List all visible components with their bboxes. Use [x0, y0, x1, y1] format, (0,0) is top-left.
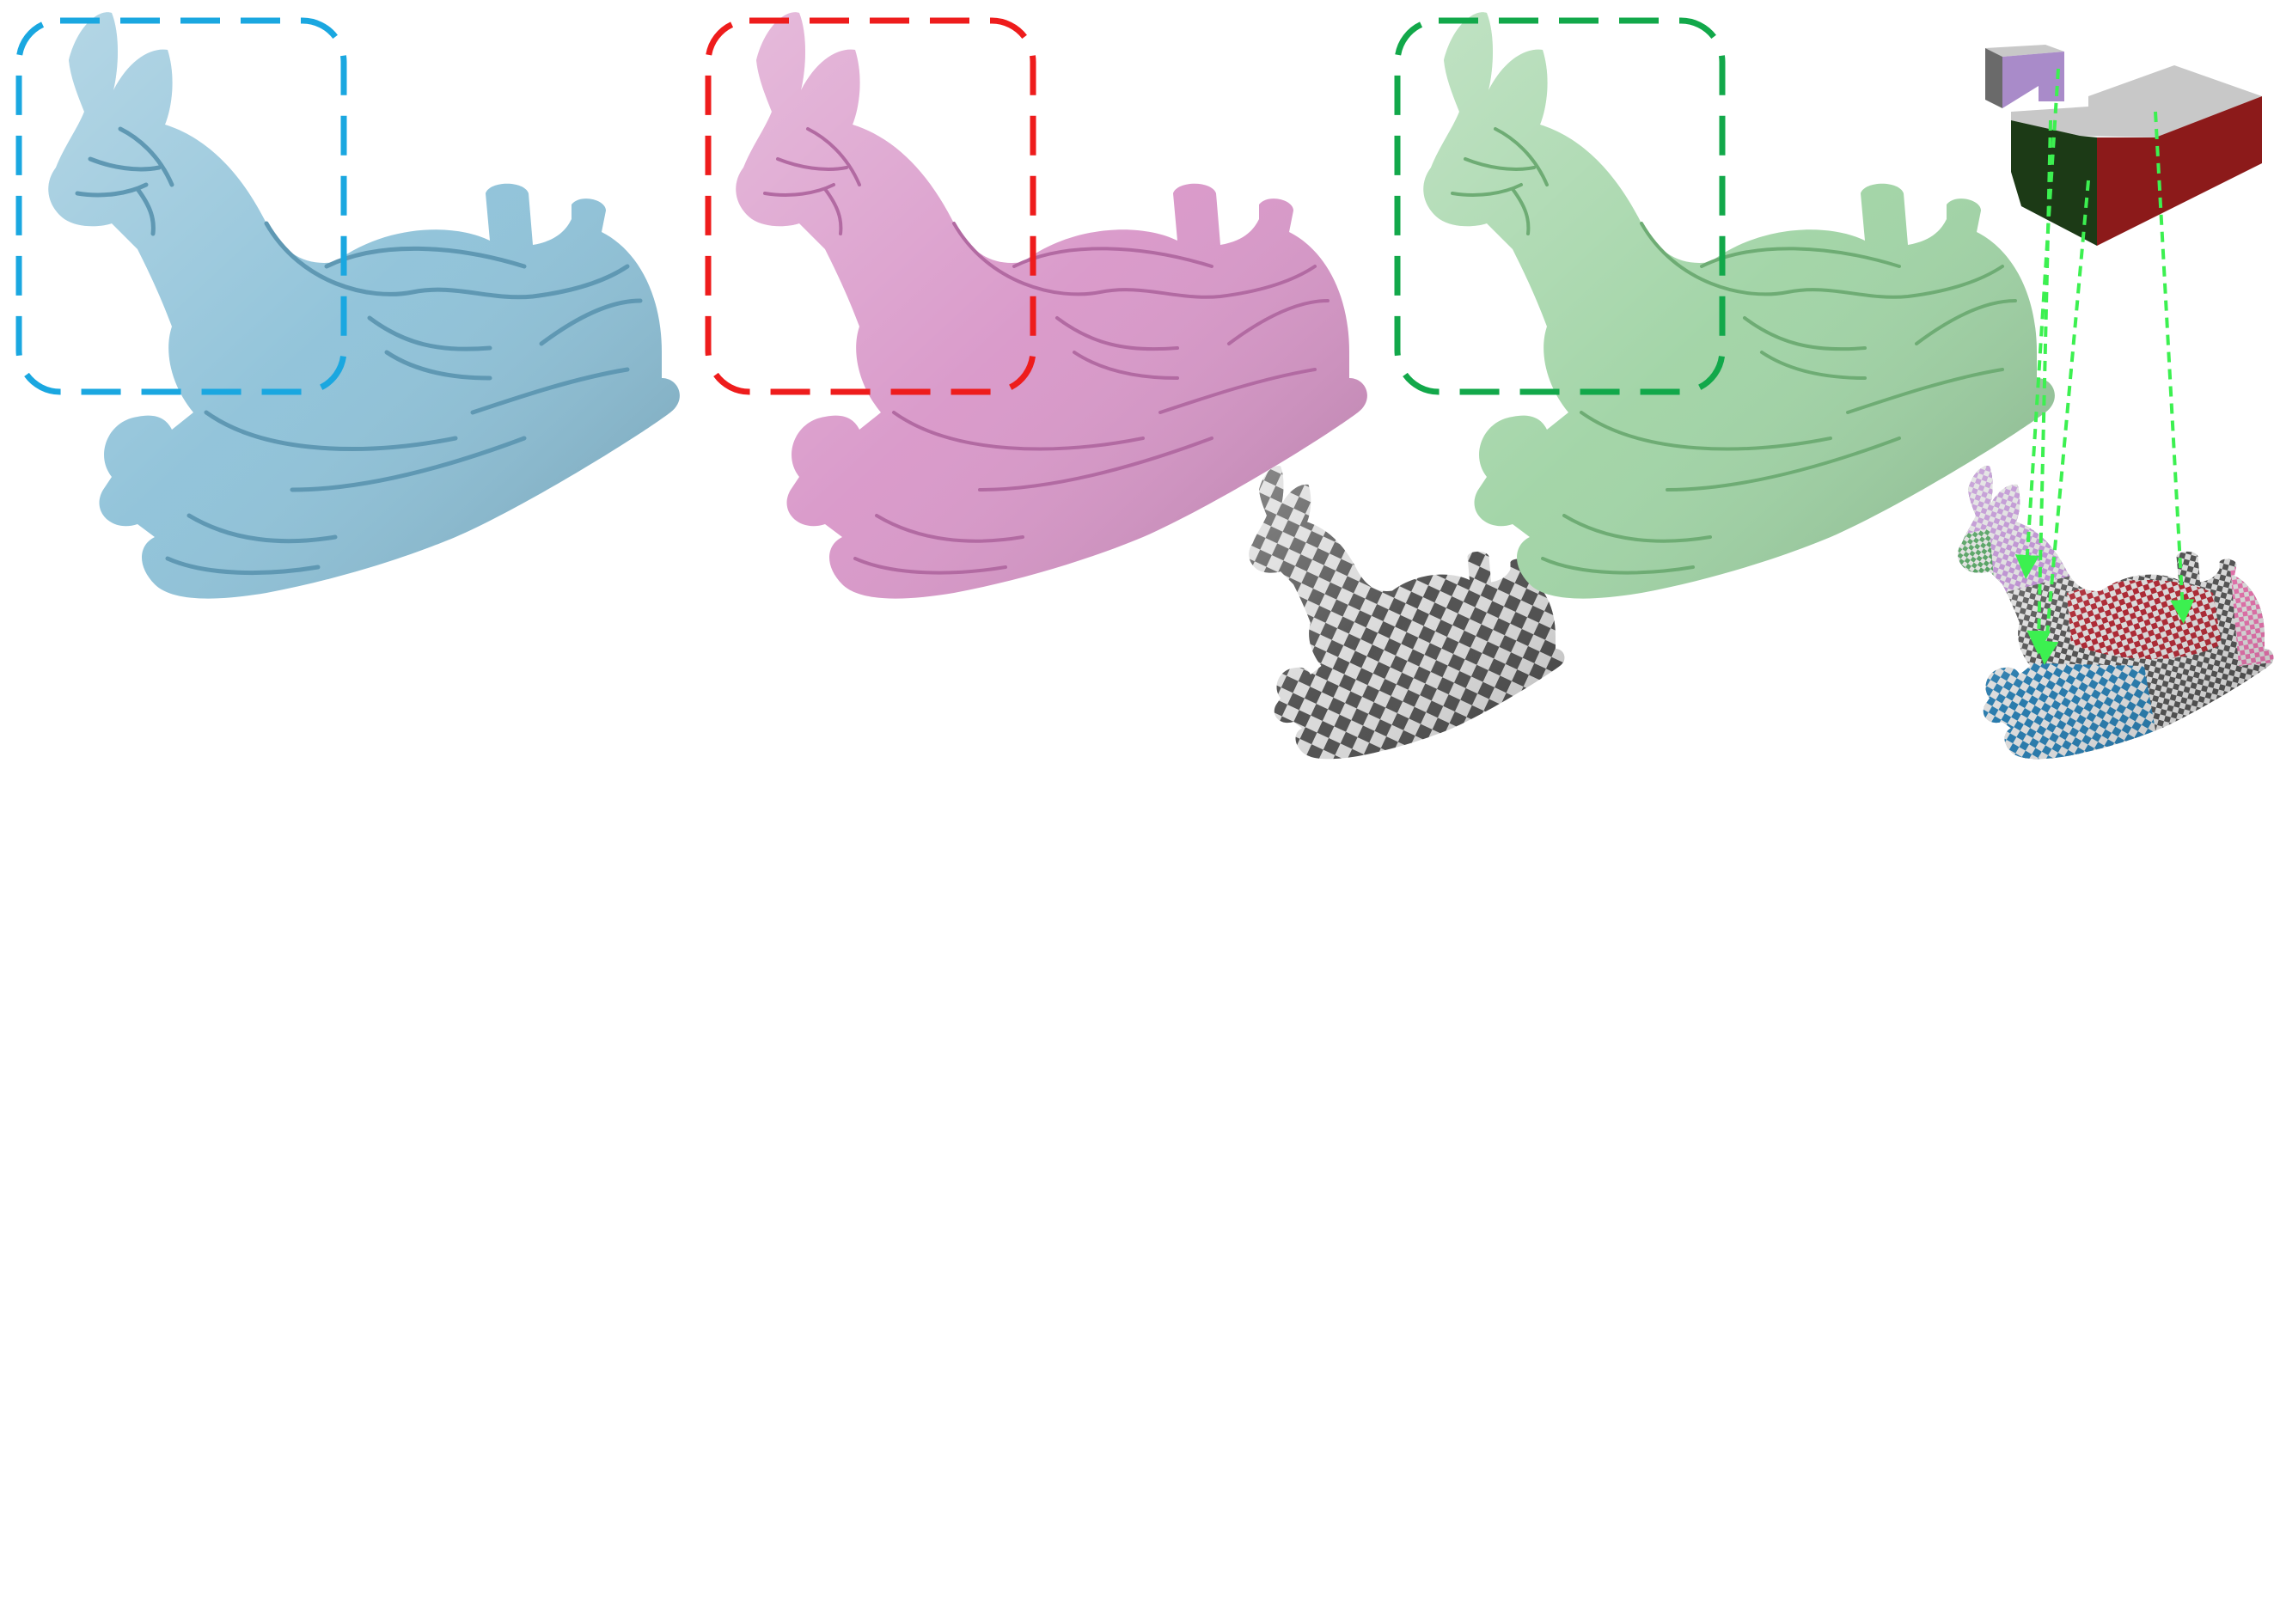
atlas-main-top — [2011, 65, 2262, 137]
arrow-red-to-saddle — [2154, 111, 2195, 624]
green-highlight-frame — [1394, 17, 1726, 395]
atlas-red-face — [2097, 96, 2262, 246]
arrow-dark-to-body — [2034, 180, 2090, 665]
atlas-purple-top — [1985, 45, 2064, 57]
blue-horse-sheen — [48, 12, 680, 599]
correspondence-arrows — [2014, 68, 2195, 665]
atlas-purple-left — [1985, 48, 2002, 108]
arrow-purple-to-head — [2014, 68, 2060, 579]
red-highlight-frame — [705, 17, 1036, 395]
green-horse-sheen — [1423, 12, 2055, 599]
arrow-green-to-neck — [2026, 119, 2052, 655]
colored-checker-horse — [1958, 466, 2274, 760]
green-horse-mesh — [1423, 12, 2055, 599]
atlas-purple-face — [2002, 52, 2064, 108]
atlas-green-face — [2011, 120, 2097, 246]
texture-atlas-block — [1985, 45, 2262, 246]
colored-checker-sheen — [1958, 466, 2274, 760]
blue-horse-mesh — [48, 12, 680, 599]
blue-highlight-frame — [15, 17, 347, 395]
